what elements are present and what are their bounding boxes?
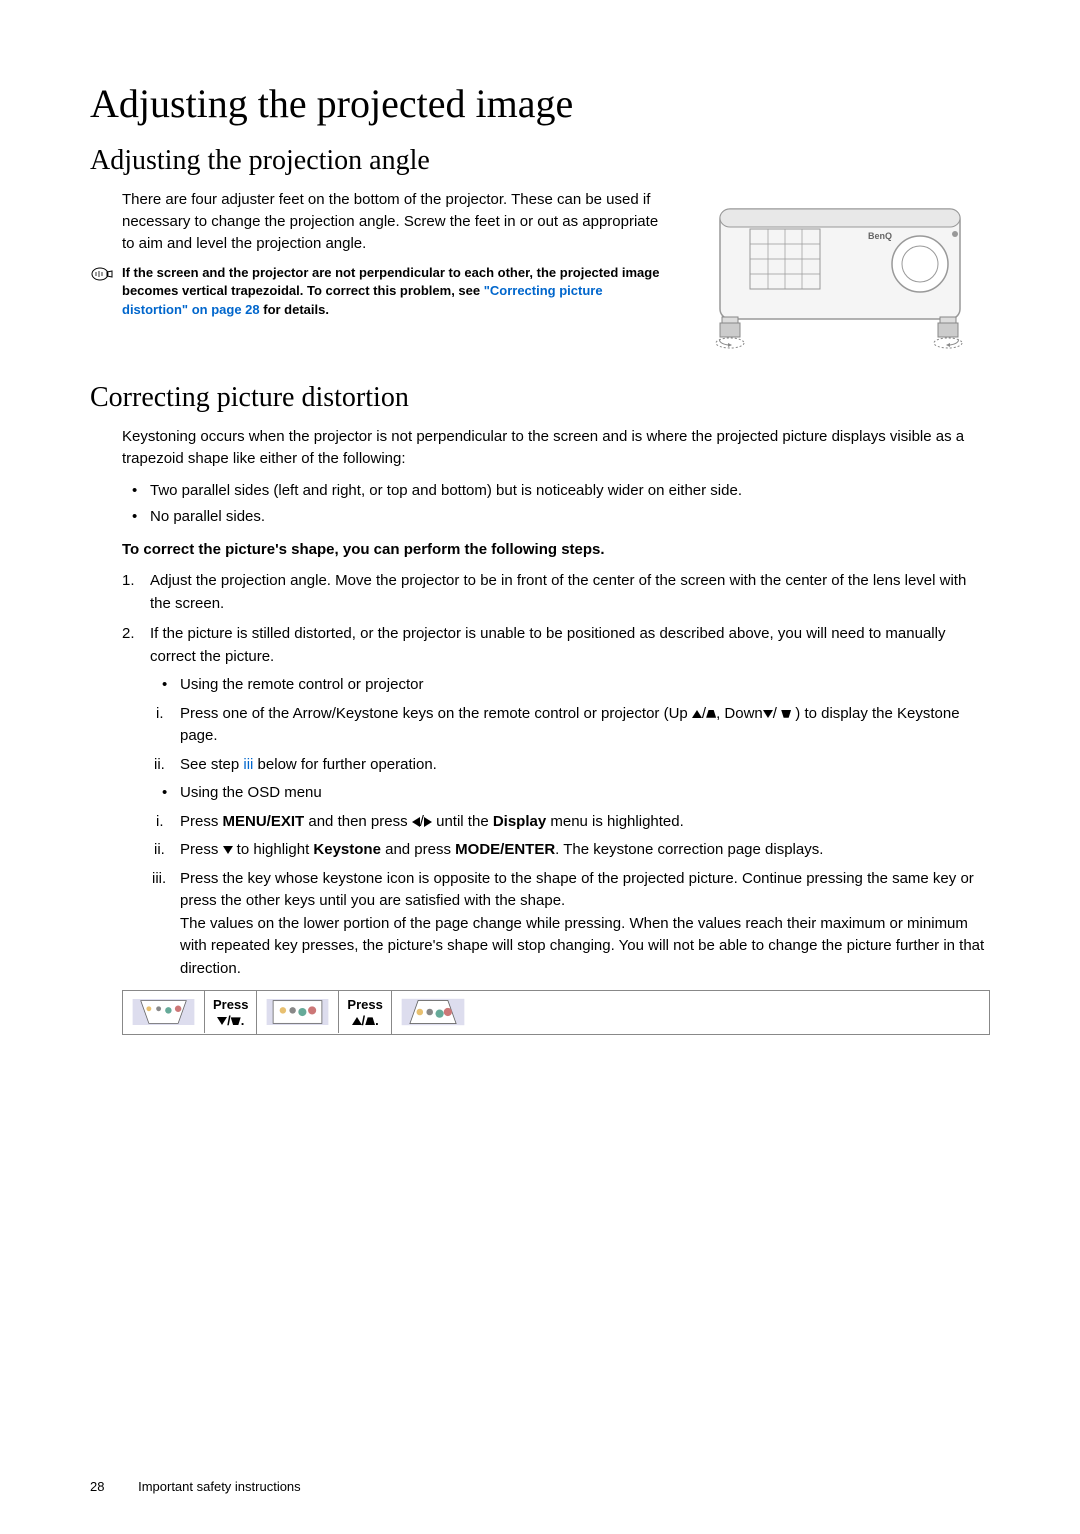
section2-para: Keystoning occurs when the projector is …	[122, 426, 990, 470]
left-arrow-icon	[412, 817, 420, 827]
list-item: Two parallel sides (left and right, or t…	[122, 480, 990, 503]
list-item: No parallel sides.	[122, 506, 990, 529]
sub-bullet: Using the OSD menu	[150, 782, 990, 805]
sub-step-i: Press MENU/EXIT and then press / until t…	[150, 811, 990, 834]
section1-heading: Adjusting the projection angle	[90, 145, 990, 177]
note-icon	[90, 266, 114, 287]
keystone-narrow-top-icon	[706, 710, 716, 718]
steps-intro: To correct the picture's shape, you can …	[122, 539, 990, 561]
down-arrow-icon	[763, 710, 773, 718]
press-up-label: Press/.	[339, 991, 391, 1034]
step-2: If the picture is stilled distorted, or …	[122, 623, 990, 980]
footer-label: Important safety instructions	[138, 1479, 301, 1494]
distortion-types-list: Two parallel sides (left and right, or t…	[122, 480, 990, 529]
sub-step-ii: See step iii below for further operation…	[150, 754, 990, 777]
sub-bullet: Using the remote control or projector	[150, 674, 990, 697]
keystone-before-narrow-top	[392, 991, 474, 1033]
step-iii-link[interactable]: iii	[243, 756, 253, 773]
press-down-label: Press/.	[205, 991, 257, 1034]
page-number: 28	[90, 1479, 104, 1494]
keystone-before-narrow-bottom	[123, 991, 205, 1033]
page-footer: 28 Important safety instructions	[90, 1479, 301, 1494]
projector-illustration: BenQ	[690, 189, 990, 369]
step-1: Adjust the projection angle. Move the pr…	[122, 570, 990, 615]
right-arrow-icon	[424, 817, 432, 827]
correction-steps: Adjust the projection angle. Move the pr…	[122, 570, 990, 980]
section1-para: There are four adjuster feet on the bott…	[122, 189, 670, 254]
page-title: Adjusting the projected image	[90, 80, 990, 127]
up-arrow-icon	[692, 710, 702, 718]
note-text: If the screen and the projector are not …	[122, 264, 670, 319]
sub-step-i: Press one of the Arrow/Keystone keys on …	[150, 703, 990, 748]
keystone-diagram-table: Press/. Press/.	[122, 990, 990, 1035]
sub-step-ii: Press to highlight Keystone and press MO…	[150, 839, 990, 862]
down-arrow-icon	[223, 846, 233, 854]
sub-step-iii: Press the key whose keystone icon is opp…	[150, 868, 990, 981]
svg-text:BenQ: BenQ	[868, 231, 892, 241]
section2-heading: Correcting picture distortion	[90, 382, 990, 414]
keystone-narrow-bot-icon	[781, 710, 791, 718]
keystone-corrected	[257, 991, 339, 1033]
